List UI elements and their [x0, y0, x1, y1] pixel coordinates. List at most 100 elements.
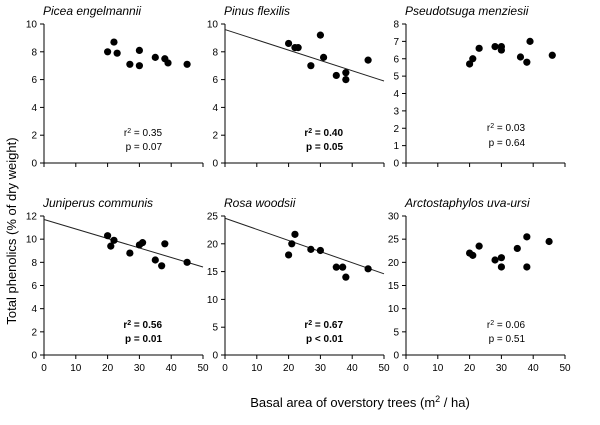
y-tick-label: 2: [393, 124, 399, 135]
y-tick-label: 0: [31, 351, 37, 362]
data-point: [104, 232, 112, 240]
data-point: [161, 240, 169, 248]
data-point: [364, 56, 372, 64]
x-axis-title: Basal area of overstory trees (m2 / ha): [250, 394, 470, 410]
data-point: [110, 236, 118, 244]
x-tick-label: 40: [347, 363, 359, 374]
y-tick-label: 10: [26, 235, 38, 246]
data-point: [138, 239, 147, 247]
data-point: [339, 263, 347, 271]
data-point: [164, 59, 172, 67]
data-point: [475, 44, 483, 52]
data-point: [294, 44, 302, 52]
data-point: [291, 230, 299, 238]
y-tick-label: 4: [31, 304, 37, 315]
panel-2: Pseudotsuga menziesii 0 1 2 3 4 5 6 7 8 r2 = 0.03 p…: [393, 4, 566, 170]
r-squared-label: r2 = 0.35: [124, 128, 163, 140]
data-point: [151, 256, 159, 264]
x-tick-label: 30: [134, 363, 146, 374]
x-tick-label: 0: [222, 363, 228, 374]
p-value-label: p = 0.64: [489, 138, 526, 149]
panel-title: Arctostaphylos uva-ursi: [404, 196, 530, 210]
panel-3: Juniperus communis 0 2 4 6 8 10 12 0 10 20 30 40 50 r2…: [26, 196, 209, 374]
y-tick-label: 8: [393, 20, 399, 31]
data-point: [332, 71, 340, 80]
data-point: [523, 233, 531, 241]
trend-line: [224, 29, 385, 82]
x-tick-label: 20: [464, 363, 476, 374]
y-tick-label: 6: [31, 75, 37, 86]
x-tick-label: 30: [315, 363, 327, 374]
r-squared-label: r2 = 0.67: [304, 320, 343, 332]
y-tick-label: 8: [31, 47, 37, 58]
p-value-label: p = 0.01: [125, 334, 162, 345]
p-value-label: p = 0.05: [306, 142, 343, 153]
x-tick-label: 30: [496, 363, 508, 374]
panel-0: Picea engelmannii 0 2 4 6 8 10 r2 = 0.35 p = 0.0…: [26, 4, 204, 170]
x-tick-label: 50: [559, 363, 571, 374]
panel-title: Juniperus communis: [42, 196, 153, 210]
y-tick-label: 0: [393, 351, 399, 362]
y-tick-label: 4: [212, 103, 218, 114]
x-tick-label: 10: [432, 363, 444, 374]
data-point: [307, 62, 315, 70]
y-tick-label: 0: [212, 159, 218, 170]
panel-title: Pinus flexilis: [224, 4, 290, 18]
data-point: [523, 263, 531, 271]
x-tick-label: 40: [166, 363, 178, 374]
y-tick-label: 3: [393, 106, 399, 117]
data-point: [516, 53, 525, 61]
y-tick-label: 30: [388, 212, 400, 223]
y-tick-label: 6: [31, 281, 37, 292]
data-point: [475, 242, 483, 250]
y-tick-label: 6: [393, 54, 399, 65]
panel-title: Rosa woodsii: [224, 196, 296, 210]
data-point: [126, 249, 134, 257]
y-tick-label: 5: [212, 323, 218, 334]
y-tick-label: 2: [212, 131, 218, 142]
x-tick-label: 20: [102, 363, 114, 374]
r-squared-label: r2 = 0.06: [487, 320, 526, 332]
p-value-label: p < 0.01: [306, 334, 343, 345]
y-tick-label: 0: [393, 159, 399, 170]
y-tick-label: 8: [31, 258, 37, 269]
data-point: [513, 244, 521, 253]
data-point: [113, 49, 121, 57]
data-point: [491, 42, 499, 51]
r-squared-label: r2 = 0.03: [487, 123, 526, 135]
data-point: [342, 76, 350, 84]
y-tick-label: 6: [212, 75, 218, 86]
y-tick-label: 25: [207, 212, 219, 223]
data-point: [469, 251, 477, 259]
y-tick-label: 10: [207, 295, 219, 306]
data-point: [469, 55, 477, 63]
x-tick-label: 20: [283, 363, 295, 374]
y-tick-label: 5: [393, 72, 399, 83]
data-point: [107, 242, 115, 250]
data-point: [548, 51, 556, 59]
data-point: [110, 38, 118, 46]
data-point: [307, 245, 315, 253]
y-tick-label: 20: [388, 258, 400, 269]
y-tick-label: 1: [393, 141, 399, 152]
data-point: [545, 237, 553, 246]
data-point: [497, 254, 505, 262]
y-tick-label: 15: [207, 267, 219, 278]
p-value-label: p = 0.07: [126, 142, 163, 153]
panel-title: Pseudotsuga menziesii: [405, 4, 529, 18]
panel-title: Picea engelmannii: [43, 4, 141, 18]
data-point: [342, 69, 350, 77]
y-tick-label: 20: [207, 239, 219, 250]
data-point: [319, 53, 328, 61]
y-tick-label: 0: [212, 351, 218, 362]
data-point: [288, 240, 296, 248]
r-squared-label: r2 = 0.56: [123, 320, 162, 332]
data-point: [158, 262, 166, 270]
panel-5: Arctostaphylos uva-ursi 0 5 10 15 20 25 30 0 10 20…: [388, 196, 571, 374]
data-point: [104, 48, 112, 56]
panel-4: Rosa woodsii 0 5 10 15 20 25 0 10 20 30 40 50 r2 = 0.…: [207, 196, 390, 374]
x-tick-label: 10: [70, 363, 82, 374]
data-point: [364, 265, 372, 273]
